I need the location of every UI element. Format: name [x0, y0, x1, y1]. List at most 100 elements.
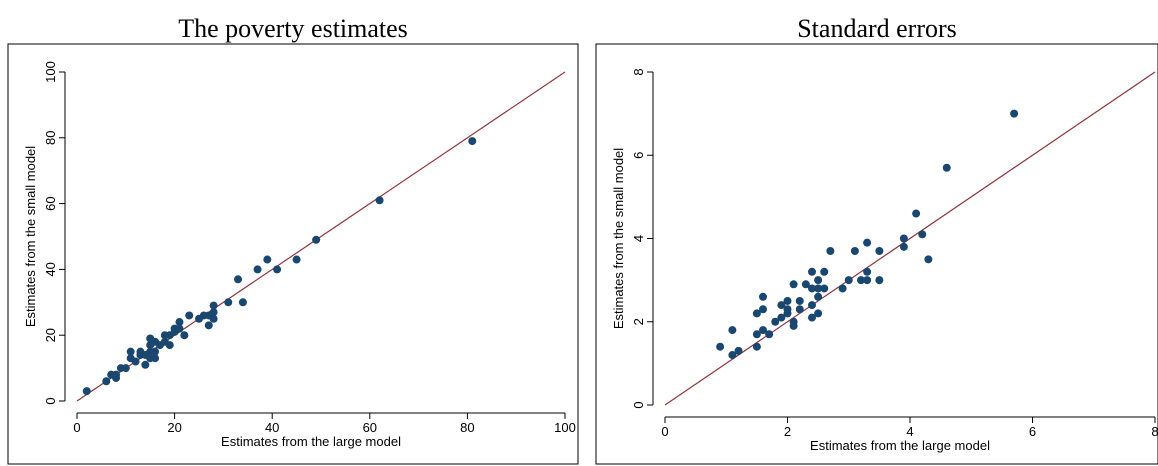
- point: [273, 265, 282, 274]
- point: [912, 209, 921, 218]
- point: [238, 298, 247, 307]
- point: [734, 346, 743, 355]
- point: [826, 246, 835, 255]
- point: [131, 357, 140, 366]
- point: [180, 331, 189, 340]
- y-tick-label: 0: [43, 397, 58, 404]
- y-tick-label: 6: [631, 152, 646, 159]
- point: [263, 255, 272, 264]
- chart-title: Standard errors: [797, 14, 957, 43]
- point: [175, 324, 184, 333]
- point: [151, 354, 160, 363]
- point: [728, 351, 737, 360]
- point: [789, 317, 798, 326]
- point: [102, 377, 111, 386]
- point: [234, 275, 243, 284]
- point: [121, 364, 130, 373]
- point: [112, 370, 121, 379]
- point: [765, 330, 774, 339]
- point: [808, 301, 816, 310]
- point: [808, 313, 816, 322]
- point: [126, 347, 135, 356]
- point: [224, 298, 233, 307]
- x-tick-label: 0: [73, 420, 80, 435]
- point: [899, 242, 908, 251]
- point: [918, 230, 927, 239]
- point: [151, 347, 160, 356]
- point: [759, 292, 767, 301]
- point: [850, 246, 859, 255]
- point: [375, 196, 384, 205]
- x-axis-label: Estimates from the large model: [810, 438, 990, 453]
- point: [468, 137, 477, 146]
- point: [783, 296, 792, 305]
- y-tick-label: 4: [631, 235, 646, 242]
- x-tick-label: 40: [265, 420, 279, 435]
- point: [1010, 109, 1019, 118]
- x-tick-label: 20: [167, 420, 181, 435]
- x-axis-label: Estimates from the large model: [221, 434, 401, 449]
- point: [175, 318, 184, 327]
- y-tick-label: 2: [631, 318, 646, 325]
- panel-frame: [595, 43, 1158, 465]
- point: [844, 276, 853, 285]
- point: [863, 238, 872, 247]
- y-tick-label: 100: [43, 61, 58, 83]
- point: [141, 360, 150, 369]
- point: [863, 276, 872, 285]
- x-tick-label: 6: [1029, 424, 1036, 439]
- y-tick-label: 40: [43, 262, 58, 276]
- x-tick-label: 8: [1151, 424, 1158, 439]
- point: [808, 267, 816, 276]
- point: [875, 276, 884, 285]
- point: [771, 317, 780, 326]
- point: [924, 255, 933, 264]
- x-tick-label: 2: [784, 424, 791, 439]
- point: [814, 276, 823, 285]
- point: [728, 326, 737, 335]
- y-tick-label: 8: [631, 68, 646, 75]
- point: [752, 330, 761, 339]
- x-tick-label: 60: [363, 420, 377, 435]
- y-tick-label: 0: [631, 401, 646, 408]
- y-axis-label: Estimates from the small model: [611, 148, 626, 329]
- point: [795, 305, 804, 314]
- reference-line: [664, 71, 1156, 406]
- point: [209, 314, 218, 323]
- point: [204, 321, 213, 330]
- y-tick-label: 80: [43, 131, 58, 145]
- point: [820, 267, 829, 276]
- point: [752, 342, 761, 351]
- panel-frame: [7, 43, 579, 465]
- point: [716, 342, 725, 351]
- point: [777, 301, 786, 310]
- point: [292, 255, 301, 264]
- point: [789, 280, 798, 289]
- point: [942, 163, 951, 172]
- point: [875, 246, 884, 255]
- point: [82, 387, 91, 396]
- point: [795, 296, 804, 305]
- point: [312, 235, 321, 244]
- point: [857, 276, 865, 285]
- point: [759, 326, 767, 335]
- chart-title: The poverty estimates: [178, 14, 408, 43]
- point: [863, 267, 872, 276]
- point: [783, 309, 792, 318]
- point: [814, 309, 823, 318]
- y-tick-label: 20: [43, 328, 58, 342]
- point: [209, 301, 218, 310]
- point: [209, 308, 218, 317]
- y-tick-label: 60: [43, 196, 58, 210]
- point: [899, 234, 908, 243]
- x-tick-label: 0: [661, 424, 668, 439]
- point: [820, 284, 829, 293]
- point: [814, 292, 823, 301]
- y-axis-label: Estimates from the small model: [23, 146, 38, 327]
- point: [165, 341, 174, 350]
- point: [801, 280, 810, 289]
- point: [838, 284, 847, 293]
- point: [185, 311, 194, 320]
- point: [752, 309, 761, 318]
